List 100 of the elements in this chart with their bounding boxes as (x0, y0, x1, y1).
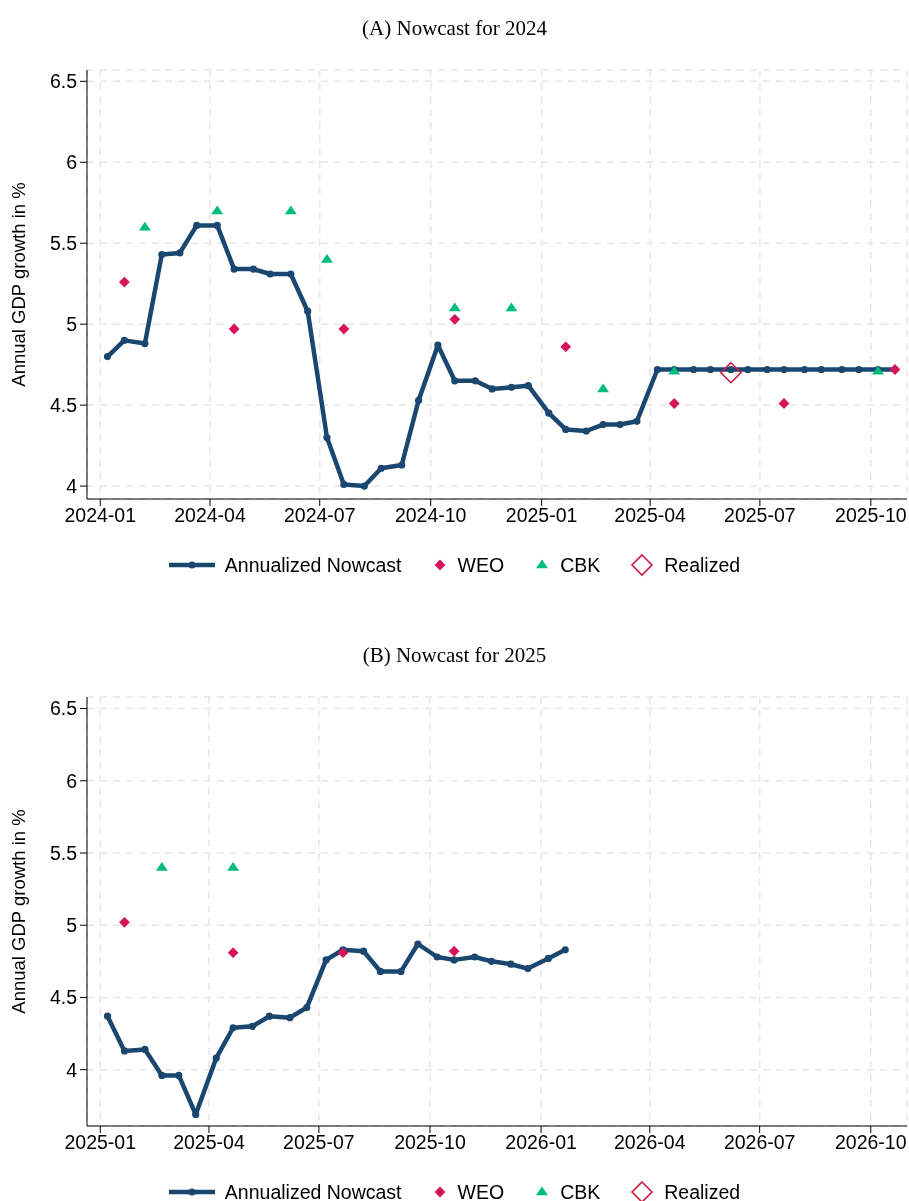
x-tick-label: 2026-07 (723, 1130, 796, 1153)
point (322, 956, 330, 964)
point (321, 254, 333, 263)
point (817, 365, 825, 374)
point (448, 302, 461, 312)
point (616, 420, 624, 429)
point (193, 221, 201, 229)
point (668, 398, 680, 409)
x-tick-label: 2025-07 (724, 503, 796, 526)
point (323, 433, 331, 442)
x-tick-label: 2025-04 (614, 503, 687, 526)
point (524, 964, 532, 973)
point (103, 352, 112, 361)
y-tick-label: 4.5 (49, 394, 78, 417)
point (118, 276, 130, 288)
y-axis-title: Annual GDP growth in % (7, 809, 29, 1014)
point (211, 205, 224, 215)
point (265, 1012, 273, 1020)
legend-label: CBK (560, 553, 601, 577)
x-tick-label: 2025-01 (64, 1130, 137, 1153)
y-axis-title: Annual GDP growth in % (7, 182, 29, 387)
legend-label: WEO (457, 1180, 505, 1201)
x-tick-label: 2024-04 (174, 503, 246, 526)
point (120, 336, 128, 344)
point (434, 341, 442, 349)
point (340, 480, 348, 489)
chart-title: (B) Nowcast for 2025 (361, 642, 548, 669)
x-tick-label: 2026-01 (505, 1130, 577, 1153)
point (228, 323, 240, 335)
chart-title: (A) Nowcast for 2024 (361, 15, 548, 42)
point (507, 960, 515, 968)
legend-label: Annualized Nowcast (224, 553, 402, 577)
point (398, 461, 406, 469)
point (249, 265, 258, 273)
point (230, 265, 238, 273)
point (338, 323, 350, 335)
point (304, 307, 312, 315)
point (780, 365, 788, 374)
legend-label: WEO (457, 553, 505, 577)
point (176, 249, 184, 257)
point (266, 270, 274, 278)
point (507, 383, 516, 391)
point (449, 313, 461, 325)
point (337, 947, 349, 959)
point (763, 365, 771, 374)
point (415, 396, 423, 404)
x-tick-label: 2026-04 (613, 1130, 686, 1153)
point (562, 425, 570, 433)
legend-label: Realized (664, 553, 741, 577)
point (855, 365, 863, 374)
point (505, 302, 518, 312)
point (141, 1045, 149, 1054)
point (487, 957, 496, 965)
y-tick-label: 5.5 (49, 232, 78, 255)
point (689, 365, 698, 374)
point (360, 482, 368, 490)
legend-label: CBK (560, 1180, 601, 1201)
point (103, 1012, 112, 1020)
point (175, 1071, 183, 1080)
x-tick-label: 2025-10 (835, 503, 907, 526)
legend-label: Annualized Nowcast (224, 1180, 402, 1201)
point (599, 420, 607, 429)
point (560, 341, 572, 353)
x-tick-label: 2024-01 (64, 503, 137, 526)
x-tick-label: 2025-10 (394, 1130, 466, 1153)
point (653, 365, 661, 374)
y-tick-label: 6.5 (49, 70, 78, 93)
point (120, 1047, 129, 1055)
legend-label: Realized (664, 1180, 741, 1201)
point (212, 1054, 220, 1062)
point (414, 940, 422, 948)
point (706, 365, 715, 374)
point (248, 1022, 257, 1030)
y-tick-label: 5 (66, 914, 78, 937)
x-tick-label: 2025-04 (173, 1130, 245, 1153)
point (376, 967, 385, 976)
point (286, 1014, 294, 1022)
point (158, 250, 166, 259)
y-tick-label: 4.5 (49, 986, 78, 1009)
x-tick-label: 2025-01 (505, 503, 578, 526)
point (158, 1071, 166, 1080)
point (229, 1024, 237, 1032)
point (582, 427, 590, 435)
point (450, 956, 458, 964)
point (838, 365, 846, 374)
point (141, 340, 149, 348)
y-tick-label: 6.5 (49, 697, 78, 720)
y-tick-label: 5 (66, 313, 78, 336)
point (227, 947, 239, 959)
y-tick-label: 5.5 (49, 841, 78, 864)
point (284, 205, 297, 215)
y-tick-label: 6 (66, 769, 77, 792)
x-tick-label: 2026-10 (834, 1130, 907, 1153)
point (448, 945, 460, 957)
y-tick-label: 4 (66, 1058, 78, 1081)
point (488, 385, 496, 393)
y-tick-label: 4 (66, 474, 78, 497)
x-tick-label: 2024-07 (283, 503, 356, 526)
point (213, 221, 221, 229)
point (633, 417, 641, 425)
